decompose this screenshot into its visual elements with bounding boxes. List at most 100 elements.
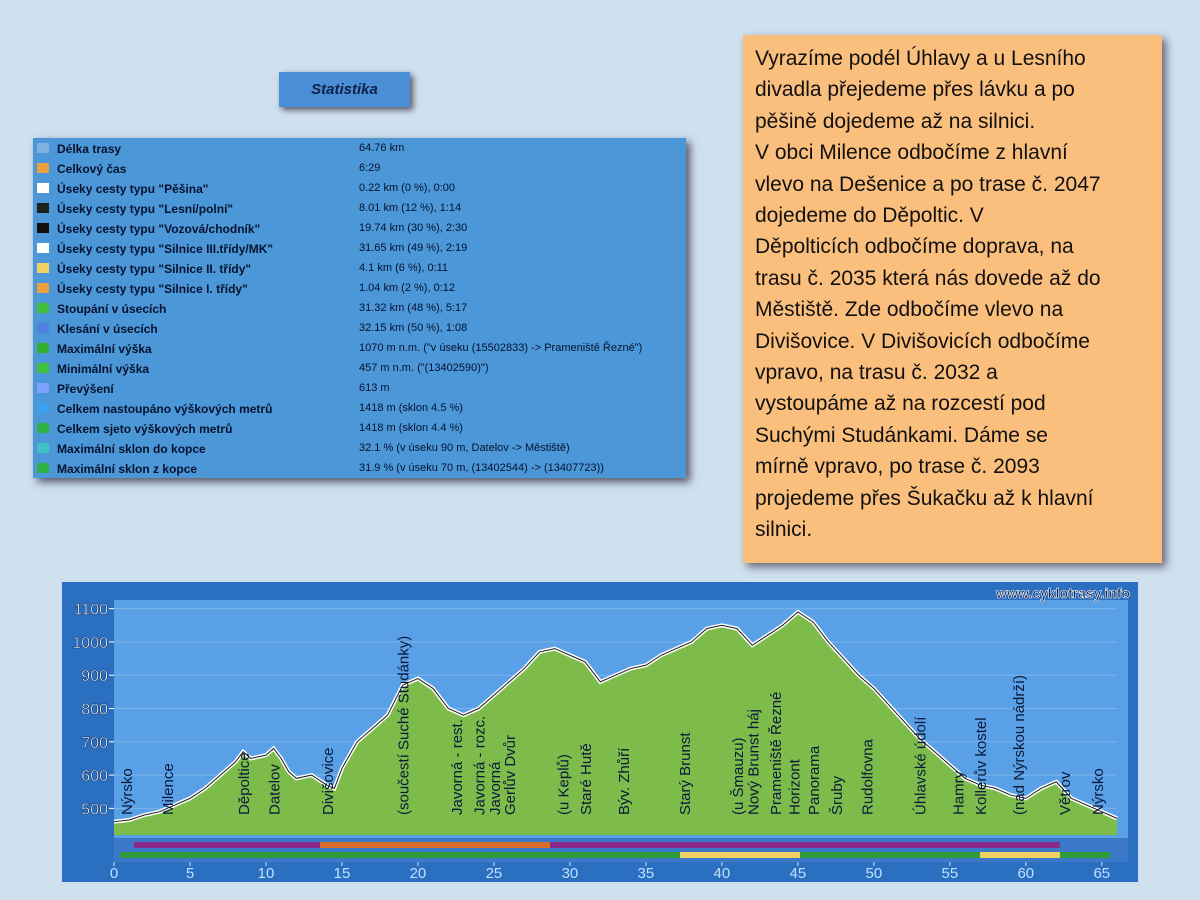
x-tick-label: 40	[714, 865, 731, 882]
stats-row: Maximální sklon z kopce 31.9 % (v úseku 7…	[33, 459, 686, 479]
stat-label: Úseky cesty typu "Vozová/chodník"	[57, 222, 261, 236]
elevation-chart: www.cyklotrasy.info 50060070080090010001…	[62, 582, 1138, 882]
stat-label: Klesání v úsecích	[57, 322, 158, 336]
x-tick-label: 20	[410, 865, 427, 882]
text-line: vpravo, na trasu č. 2032 a	[755, 361, 998, 385]
stat-value: 19.74 km (30 %), 2:30	[359, 222, 468, 234]
x-tick-label: 55	[941, 865, 958, 882]
y-tick-label: 500	[81, 801, 108, 818]
stat-label: Úseky cesty typu "Lesní/polní"	[57, 202, 234, 216]
y-tick-label: 1100	[74, 602, 109, 619]
text-line: V obci Milence odbočíme z hlavní	[755, 141, 1068, 165]
row-icon	[37, 443, 49, 453]
place-label: Javorná	[487, 761, 504, 815]
place-label: Milence	[160, 763, 177, 815]
row-icon	[37, 403, 49, 413]
stats-table: Délka trasy 64.76 km Celkový čas 6:29 Úseky …	[33, 138, 686, 478]
stats-row: Celkem sjeto výškových metrů 1418 m (sklo…	[33, 419, 686, 439]
road-type-strip	[114, 838, 1128, 862]
stat-value: 0.22 km (0 %), 0:00	[359, 182, 455, 194]
row-icon	[37, 203, 49, 213]
stats-row: Délka trasy 64.76 km	[33, 139, 686, 159]
stats-row: Klesání v úsecích 32.15 km (50 %), 1:08	[33, 319, 686, 339]
route-description: Vyrazíme podél Úhlavy a u Lesního divadla…	[743, 35, 1162, 563]
stats-row: Maximální výška 1070 m n.m. ("v úseku (15…	[33, 339, 686, 359]
stat-label: Celkový čas	[57, 162, 127, 176]
y-tick-label: 900	[81, 668, 108, 685]
statistika-button[interactable]: Statistika	[279, 72, 410, 107]
stat-value: 457 m n.m. ("(13402590)")	[359, 362, 489, 374]
place-label: Býv. Zhůří	[616, 747, 633, 815]
y-tick-label: 600	[81, 768, 108, 785]
stats-row: Celkový čas 6:29	[33, 159, 686, 179]
text-line: trasu č. 2035 která nás dovede až do	[755, 266, 1101, 290]
place-label: Nýrsko	[119, 768, 136, 815]
row-icon	[37, 223, 49, 233]
stat-value: 8.01 km (12 %), 1:14	[359, 202, 462, 214]
row-icon	[37, 423, 49, 433]
place-label: Prameniště Řezné	[768, 692, 785, 815]
stat-value: 1418 m (sklon 4.5 %)	[359, 402, 463, 414]
text-line: Suchými Studánkami. Dáme se	[755, 423, 1048, 447]
place-label: Staré Hutě	[578, 743, 595, 815]
place-label: (u Šmauzu)	[730, 737, 747, 815]
stats-row: Stoupání v úsecích 31.32 km (48 %), 5:17	[33, 299, 686, 319]
place-label: Úhlavské údolí	[912, 716, 929, 815]
text-line: silnici.	[755, 518, 813, 542]
place-label: Kollerův kostel	[973, 717, 990, 815]
x-tick-label: 15	[334, 865, 351, 882]
place-label: Datelov	[267, 764, 284, 815]
row-icon	[37, 363, 49, 373]
stat-value: 31.9 % (v úseku 70 m, (13402544) -> (134…	[359, 462, 604, 474]
x-tick-label: 10	[258, 865, 275, 882]
stat-value: 1.04 km (2 %), 0:12	[359, 282, 455, 294]
stats-row: Maximální sklon do kopce 32.1 % (v úseku …	[33, 439, 686, 459]
row-icon	[37, 283, 49, 293]
stat-label: Maximální sklon z kopce	[57, 462, 198, 476]
place-label: Panorama	[806, 745, 823, 815]
stat-value: 6:29	[359, 162, 381, 174]
place-label: Šruby	[829, 775, 846, 815]
stat-label: Úseky cesty typu "Pěšina"	[57, 182, 209, 196]
row-icon	[37, 143, 49, 153]
text-line: vlevo na Dešenice a po trase č. 2047	[755, 172, 1101, 196]
text-line: dojedeme do Děpoltic. V	[755, 204, 984, 228]
row-icon	[37, 463, 49, 473]
text-line: mírně vpravo, po trase č. 2093	[755, 455, 1040, 479]
stats-row: Úseky cesty typu "Vozová/chodník" 19.74 k…	[33, 219, 686, 239]
y-tick-label: 800	[81, 702, 108, 719]
strip-band	[550, 842, 1060, 848]
stat-value: 31.32 km (48 %), 5:17	[359, 302, 468, 314]
stat-value: 1418 m (sklon 4.4 %)	[359, 422, 463, 434]
x-tick-label: 30	[562, 865, 579, 882]
place-label: Větrov	[1057, 771, 1074, 815]
y-tick-label: 700	[81, 735, 108, 752]
stat-label: Převýšení	[57, 382, 114, 396]
place-label: Hamry	[950, 770, 967, 815]
stats-row: Úseky cesty typu "Silnice III.třídy/MK" 3…	[33, 239, 686, 259]
stats-row: Celkem nastoupáno výškových metrů 1418 m …	[33, 399, 686, 419]
strip-band	[980, 852, 1060, 858]
place-label: (u Keplů)	[555, 754, 572, 815]
x-tick-label: 65	[1093, 865, 1110, 882]
row-icon	[37, 323, 49, 333]
stat-value: 1070 m n.m. ("v úseku (15502833) -> Pram…	[359, 342, 643, 354]
strip-band	[680, 852, 800, 858]
x-tick-label: 5	[186, 865, 194, 882]
text-line: pěšině dojedeme až na silnici.	[755, 109, 1036, 133]
stat-label: Minimální výška	[57, 362, 150, 376]
text-line: Děpolticích odbočíme doprava, na	[755, 235, 1074, 259]
stat-label: Maximální výška	[57, 342, 152, 356]
watermark: www.cyklotrasy.info	[995, 585, 1130, 601]
text-line: Městiště. Zde odbočíme vlevo na	[755, 298, 1064, 322]
x-tick-label: 0	[110, 865, 118, 882]
row-icon	[37, 383, 49, 393]
stats-row: Úseky cesty typu "Silnice II. třídy" 4.1 …	[33, 259, 686, 279]
place-label: (nad Nýrskou nádrží)	[1011, 675, 1028, 815]
stat-label: Úseky cesty typu "Silnice II. třídy"	[57, 262, 252, 276]
x-tick-label: 45	[790, 865, 807, 882]
place-label: Javorná - rest.	[449, 719, 466, 815]
elevation-area	[114, 611, 1117, 835]
row-icon	[37, 243, 49, 253]
